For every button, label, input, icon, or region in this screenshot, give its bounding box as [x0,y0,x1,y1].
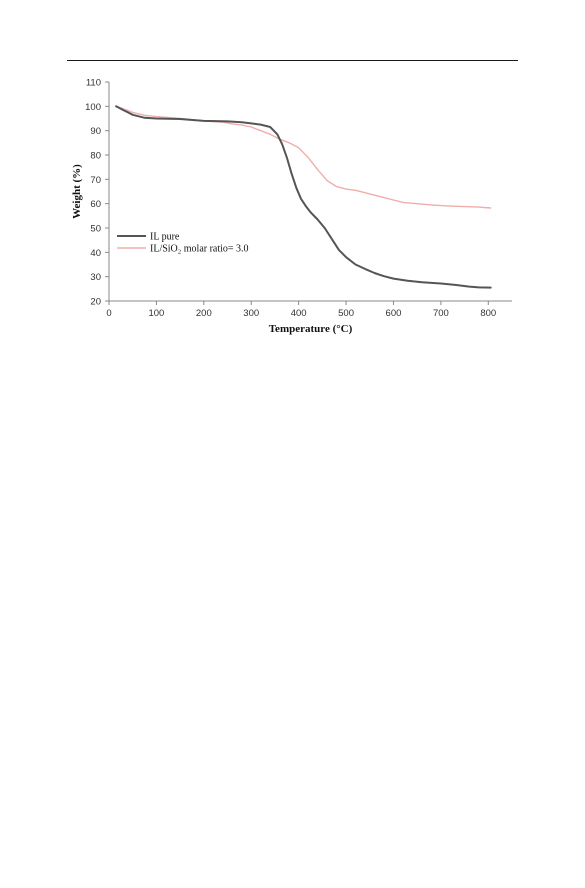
plot-area [115,105,492,289]
x-tick-label: 300 [243,308,259,319]
axes-group: 20 30 40 50 60 70 80 90 100 110 0 100 200 300 400 500 60… [85,78,512,319]
y-tick-label: 50 [90,224,101,235]
x-tick-label: 800 [480,308,496,319]
y-tick-label: 90 [90,126,101,137]
y-tick-label: 30 [90,272,101,283]
x-tick-label: 400 [291,308,307,319]
x-tick-label: 100 [148,308,164,319]
series-line-il-sio2 [115,105,492,209]
y-tick-label: 60 [90,199,101,210]
x-tick-label: 0 [106,308,111,319]
x-tick-label: 600 [386,308,402,319]
y-tick-label: 100 [85,102,101,113]
y-tick-label: 80 [90,151,101,162]
x-tick-label: 700 [433,308,449,319]
legend-label: IL/SiO₂ molar ratio= 3.0 [150,244,249,255]
y-tick-label: 110 [86,78,101,89]
legend-label: IL pure [150,232,180,243]
y-axis-label: Weight (%) [71,164,83,219]
header-rule [67,60,518,61]
y-tick-label: 40 [90,248,101,259]
y-tick-label: 20 [90,297,101,308]
y-tick-label: 70 [90,175,101,186]
x-axis-label: Temperature (°C) [269,323,353,335]
series-line-il-pure [115,105,492,289]
x-tick-label: 200 [196,308,212,319]
x-tick-label: 500 [338,308,354,319]
